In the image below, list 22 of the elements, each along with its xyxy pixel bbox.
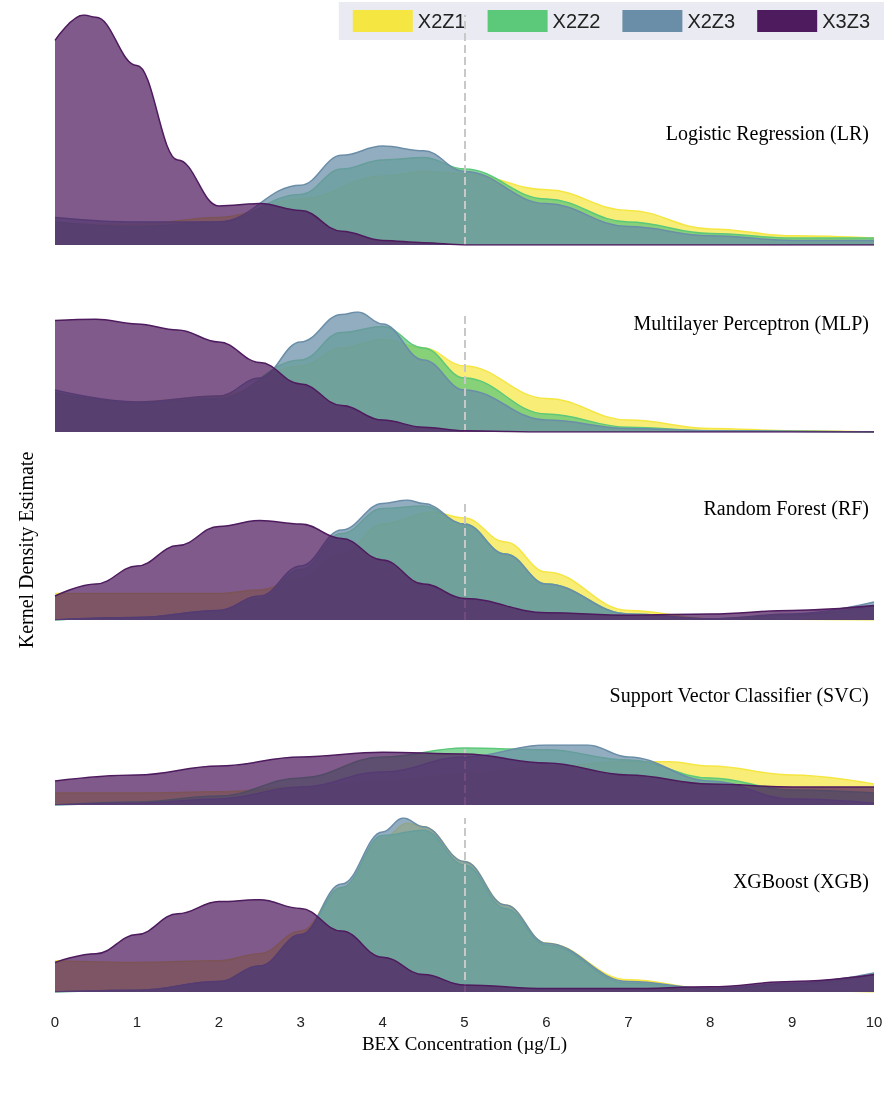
x-tick-label: 6 xyxy=(542,1013,551,1030)
x-tick-label: 2 xyxy=(214,1013,223,1030)
x-tick-label: 0 xyxy=(50,1013,60,1030)
x-axis-title: BEX Concentration (µg/L) xyxy=(361,1032,568,1055)
text: Logistic Regression (LR) xyxy=(665,122,870,145)
x-tick-label: 9 xyxy=(787,1013,797,1030)
x-tick-label: 1 xyxy=(132,1013,142,1030)
x-tick-label: 3 xyxy=(296,1013,305,1030)
chart-title: Multilayer Perceptron (MLP) xyxy=(633,312,869,335)
legend-label: X2Z1 xyxy=(417,10,466,32)
text: XGBoost (XGB) xyxy=(732,870,870,893)
legend-label: X2Z2 xyxy=(552,10,601,32)
chart-title: Support Vector Classifier (SVC) xyxy=(609,684,869,707)
x-tick-label: 10 xyxy=(865,1013,883,1030)
x-tick-label: 5 xyxy=(460,1013,469,1030)
y-axis-title: Kernel Density Estimate xyxy=(15,451,37,649)
x-tick-label: 8 xyxy=(706,1013,715,1030)
x-tick-label: 7 xyxy=(624,1013,633,1030)
x-tick-label: 4 xyxy=(378,1013,387,1030)
legend-label: X3Z3 xyxy=(822,10,871,32)
legend-label: X2Z3 xyxy=(687,10,736,32)
chart-title: Random Forest (RF) xyxy=(703,497,870,520)
